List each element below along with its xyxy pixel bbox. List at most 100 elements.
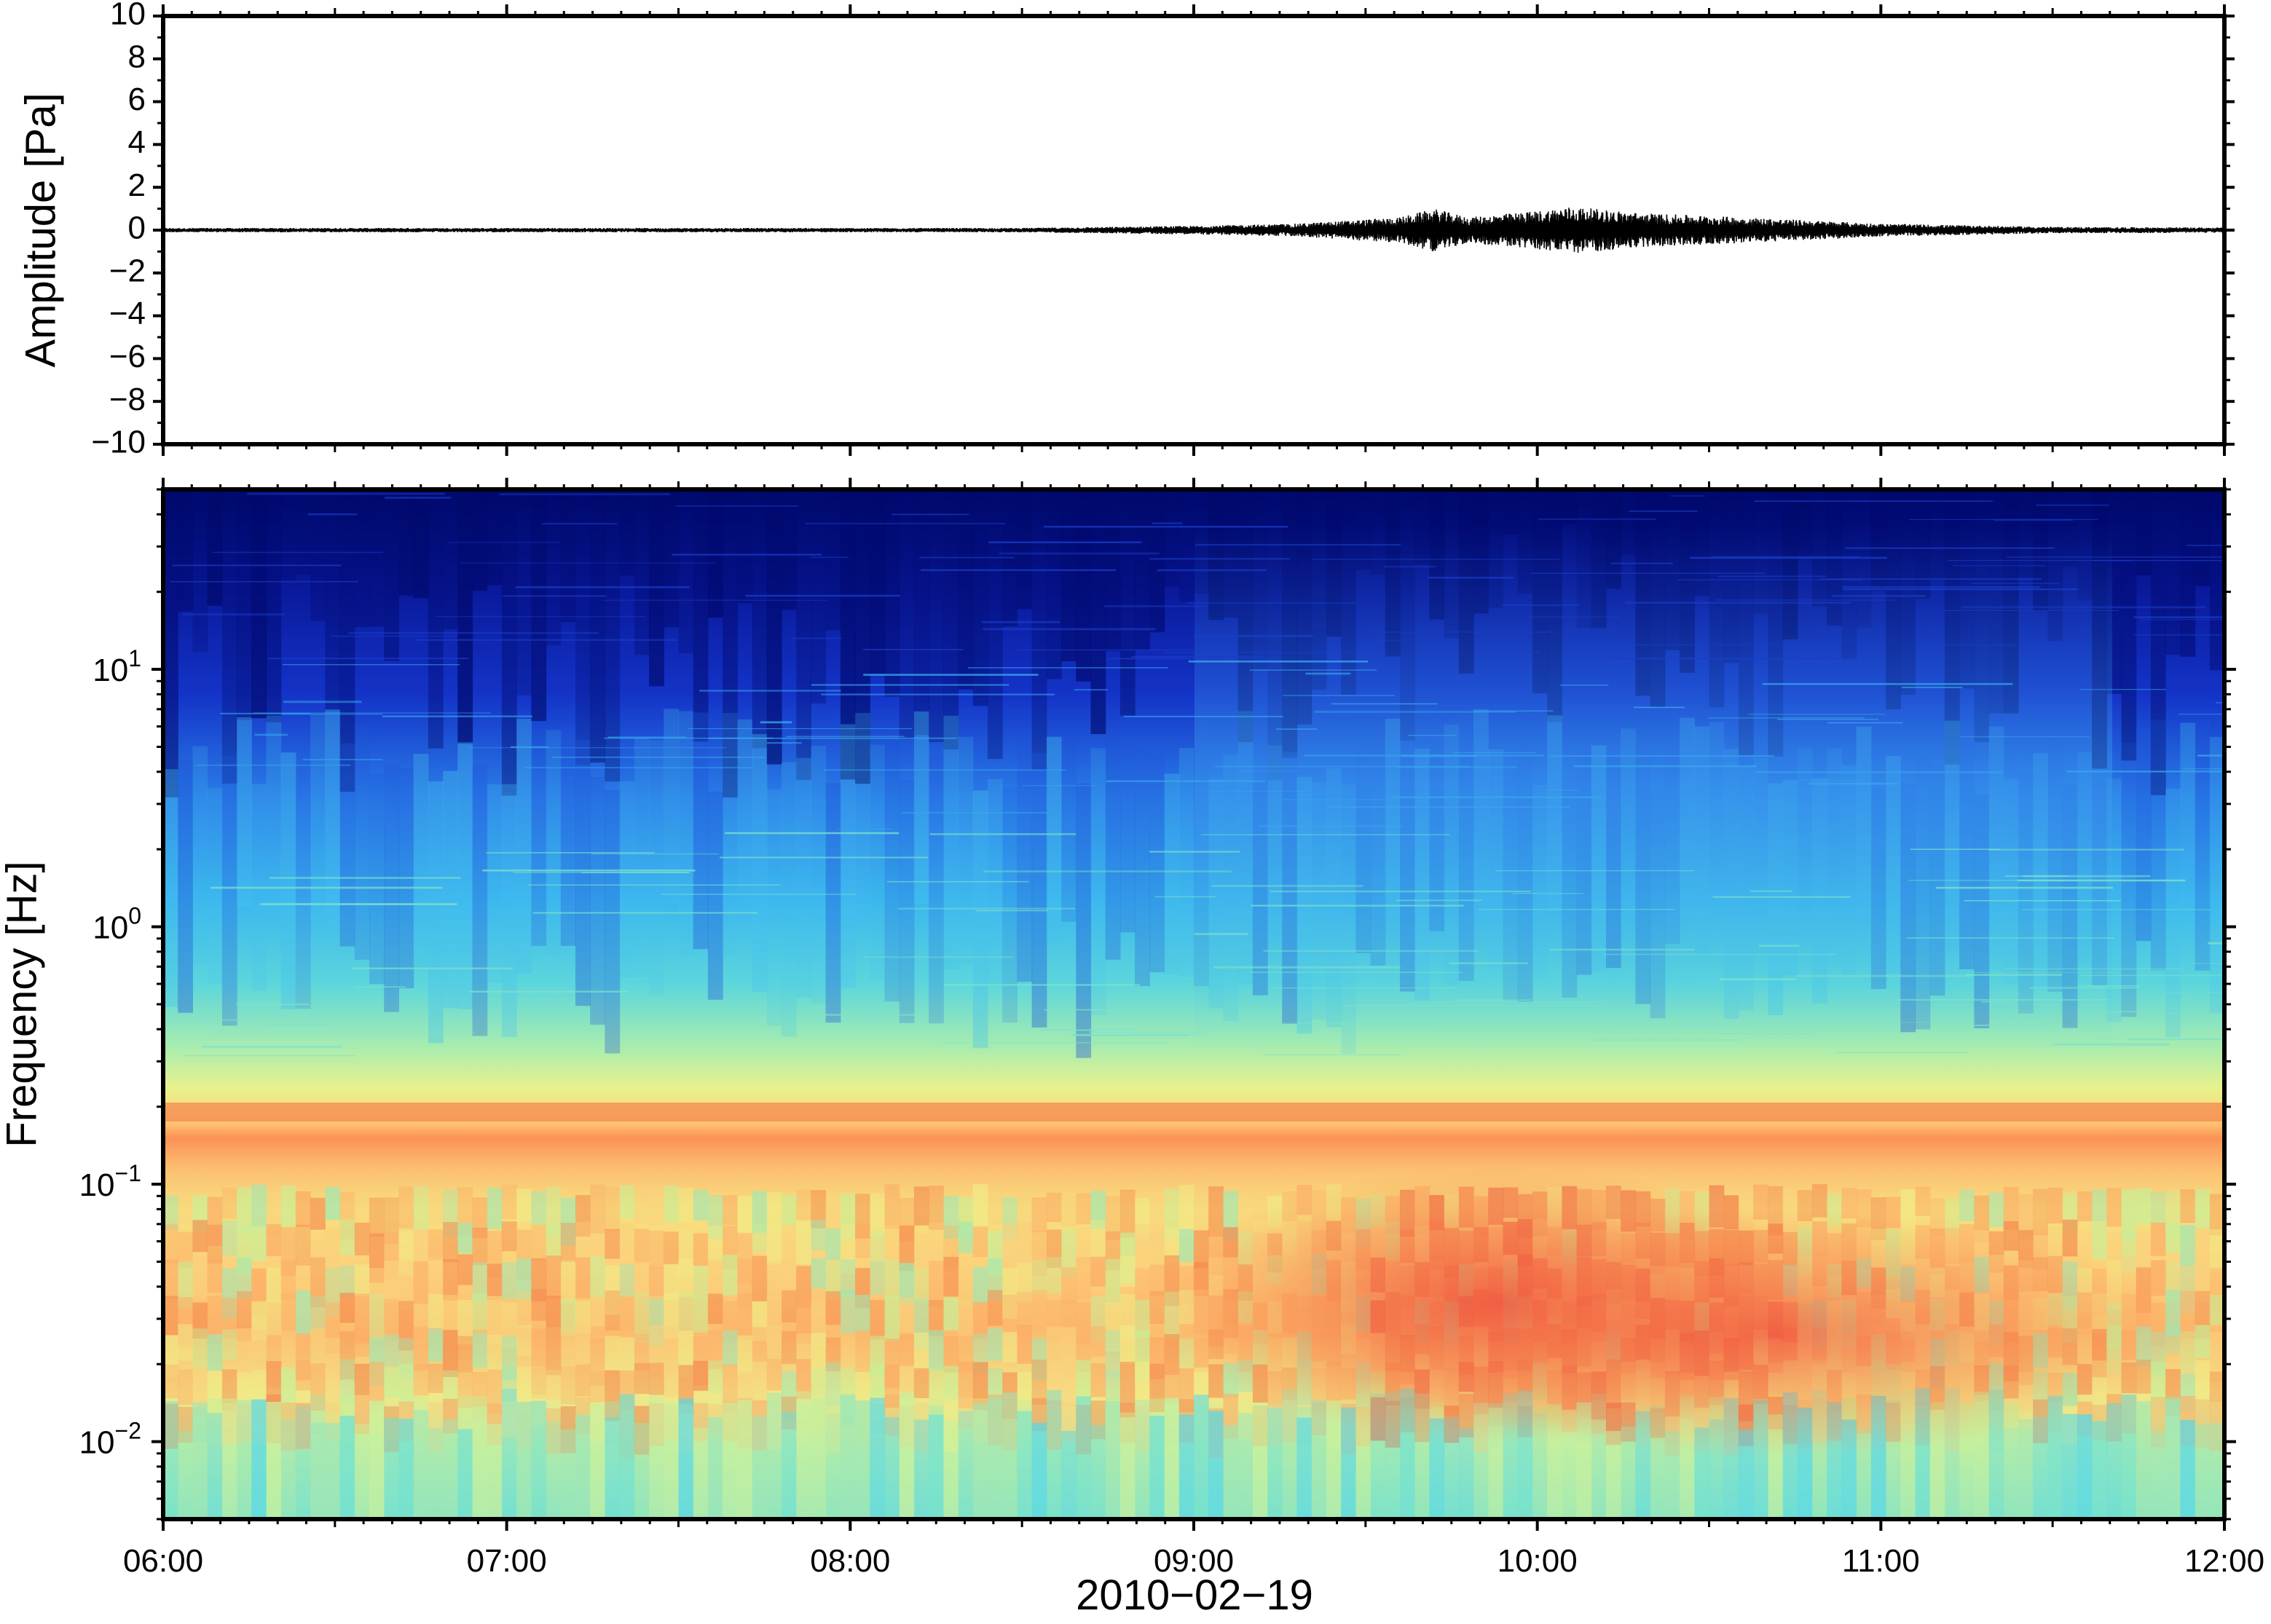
spectrogram-cell: [2195, 1189, 2211, 1230]
spectrogram-cell: [310, 1328, 326, 1367]
spectrogram-cell: [649, 1266, 664, 1296]
spectrogram-column: [251, 489, 267, 719]
spectrogram-cell: [221, 1298, 237, 1339]
spectrogram-cell: [310, 1197, 326, 1230]
spectrogram-cell: [1061, 1196, 1077, 1226]
spectrogram-cell-low: [1237, 1413, 1253, 1519]
spectrogram-cell: [472, 1262, 488, 1301]
spectrogram-cell: [207, 1334, 223, 1371]
spectrogram-cell: [487, 1334, 503, 1381]
spectrogram-cell: [354, 1327, 370, 1357]
spectrogram-cell: [766, 1225, 782, 1265]
spectrogram-cell: [251, 1184, 267, 1228]
spectrogram-cell: [723, 1364, 738, 1412]
spectrogram-column-mid: [972, 790, 988, 1049]
spectrogram-column-mid: [1017, 735, 1033, 982]
spectrogram-cell-low: [237, 1400, 252, 1519]
spectrogram-column: [339, 489, 355, 792]
spectrogram-column: [2165, 489, 2181, 655]
spectrogram-cell-low: [384, 1418, 399, 1519]
spectrogram-cell: [339, 1293, 355, 1323]
spectrogram-cell: [649, 1325, 664, 1376]
spectrogram-cell-low: [398, 1419, 414, 1519]
spectrogram-column: [192, 489, 208, 653]
spectrogram-cell-low: [560, 1429, 576, 1519]
spectrogram-cell: [428, 1229, 444, 1261]
spectrogram-cell-low: [163, 1400, 178, 1519]
spectrogram-event-hotspot-2: [1369, 1209, 2185, 1457]
spectrogram-cell: [664, 1326, 680, 1372]
spectrogram-column: [840, 489, 856, 780]
spectrogram-column: [988, 489, 1003, 760]
spectrogram-cell-low: [207, 1413, 223, 1519]
spectrogram-column-mid: [1076, 783, 1092, 1058]
spectrogram-cell-low: [2003, 1427, 2019, 1519]
spectrogram-column: [2195, 489, 2211, 586]
spectrogram-cell: [634, 1363, 650, 1395]
spectrogram-cell: [1061, 1267, 1077, 1305]
spectrogram-cell: [546, 1225, 562, 1258]
spectrogram-cell-low: [1046, 1390, 1062, 1519]
spectrogram-cell: [855, 1371, 870, 1403]
spectrogram-cell: [207, 1398, 223, 1446]
spectrogram-lines: [169, 489, 2224, 1057]
spectrogram-cell-low: [1061, 1431, 1077, 1519]
spectrogram-cell: [575, 1195, 591, 1237]
spectrogram-column: [723, 489, 738, 797]
spectrogram-cell-low: [575, 1414, 591, 1519]
spectrogram-column: [619, 489, 635, 576]
spectrogram-column: [1503, 489, 1519, 535]
spectrogram-column: [531, 489, 547, 722]
spectrogram-cell: [531, 1328, 547, 1368]
spectrogram-cell: [280, 1261, 296, 1300]
spectrogram-column-mid: [693, 712, 709, 950]
spectrogram-cell: [2033, 1189, 2048, 1236]
spectrogram-column: [266, 489, 282, 722]
spectrogram-cell: [811, 1333, 827, 1384]
spectrogram-cell: [1135, 1406, 1150, 1452]
spectrogram-column: [707, 489, 723, 618]
spectrogram-cell: [884, 1365, 900, 1408]
spectrogram-panel: 10−2 10−1 100 101 06:00 07:00 08:00 09:00 10:00…: [0, 487, 2264, 1619]
spectrogram-column: [1017, 489, 1033, 610]
spectrogram-cell-low: [1031, 1422, 1047, 1519]
spectrogram-column: [1178, 489, 1194, 602]
spectrogram-cell: [1017, 1291, 1033, 1327]
spectrogram-cell: [1076, 1301, 1092, 1344]
spectrogram-column-mid: [796, 757, 811, 998]
spectrogram-cell: [1061, 1360, 1077, 1407]
spectrogram-column: [1135, 489, 1150, 650]
spectrogram-column-mid: [1090, 748, 1106, 1016]
spectrogram-cell-low: [913, 1419, 929, 1519]
spectrogram-cell: [1076, 1226, 1092, 1266]
spectrogram-cell-low: [325, 1423, 341, 1519]
spectrogram-cell: [1105, 1258, 1121, 1304]
spectrogram-column-mid: [855, 713, 870, 923]
spectrogram-cell: [516, 1258, 532, 1300]
spectrogram-column: [605, 489, 621, 782]
spectrogram-cell-low: [1194, 1395, 1209, 1519]
spectrogram-column-mid: [766, 789, 782, 1026]
spectrogram-column: [943, 489, 959, 750]
spectrogram-cell: [766, 1191, 782, 1233]
waveform-y-tick-label: −4: [109, 296, 146, 331]
spectrogram-cell: [163, 1296, 178, 1336]
spectrogram-cell: [590, 1184, 605, 1234]
spectrogram-cell-low: [988, 1397, 1003, 1519]
spectrogram-cell-low: [1296, 1417, 1312, 1519]
spectrogram-column-mid: [2150, 720, 2166, 971]
spectrogram-cell: [1002, 1295, 1018, 1331]
spectrogram-cell: [913, 1332, 929, 1371]
spectrogram-cell: [884, 1184, 900, 1229]
spectrogram-cell: [752, 1362, 768, 1403]
spectrogram-cell-low: [1606, 1430, 1621, 1519]
spectrogram-cell: [546, 1296, 562, 1328]
spectrogram-cell: [221, 1221, 237, 1256]
spectrogram-column: [1061, 489, 1077, 661]
spectrogram-cell: [325, 1303, 341, 1354]
spectrogram-cell-low: [1076, 1396, 1092, 1519]
spectrogram-cell: [295, 1333, 311, 1381]
spectrogram-cell: [531, 1289, 547, 1321]
spectrogram-cell-low: [2077, 1414, 2093, 1519]
spectrogram-cell: [884, 1259, 900, 1299]
